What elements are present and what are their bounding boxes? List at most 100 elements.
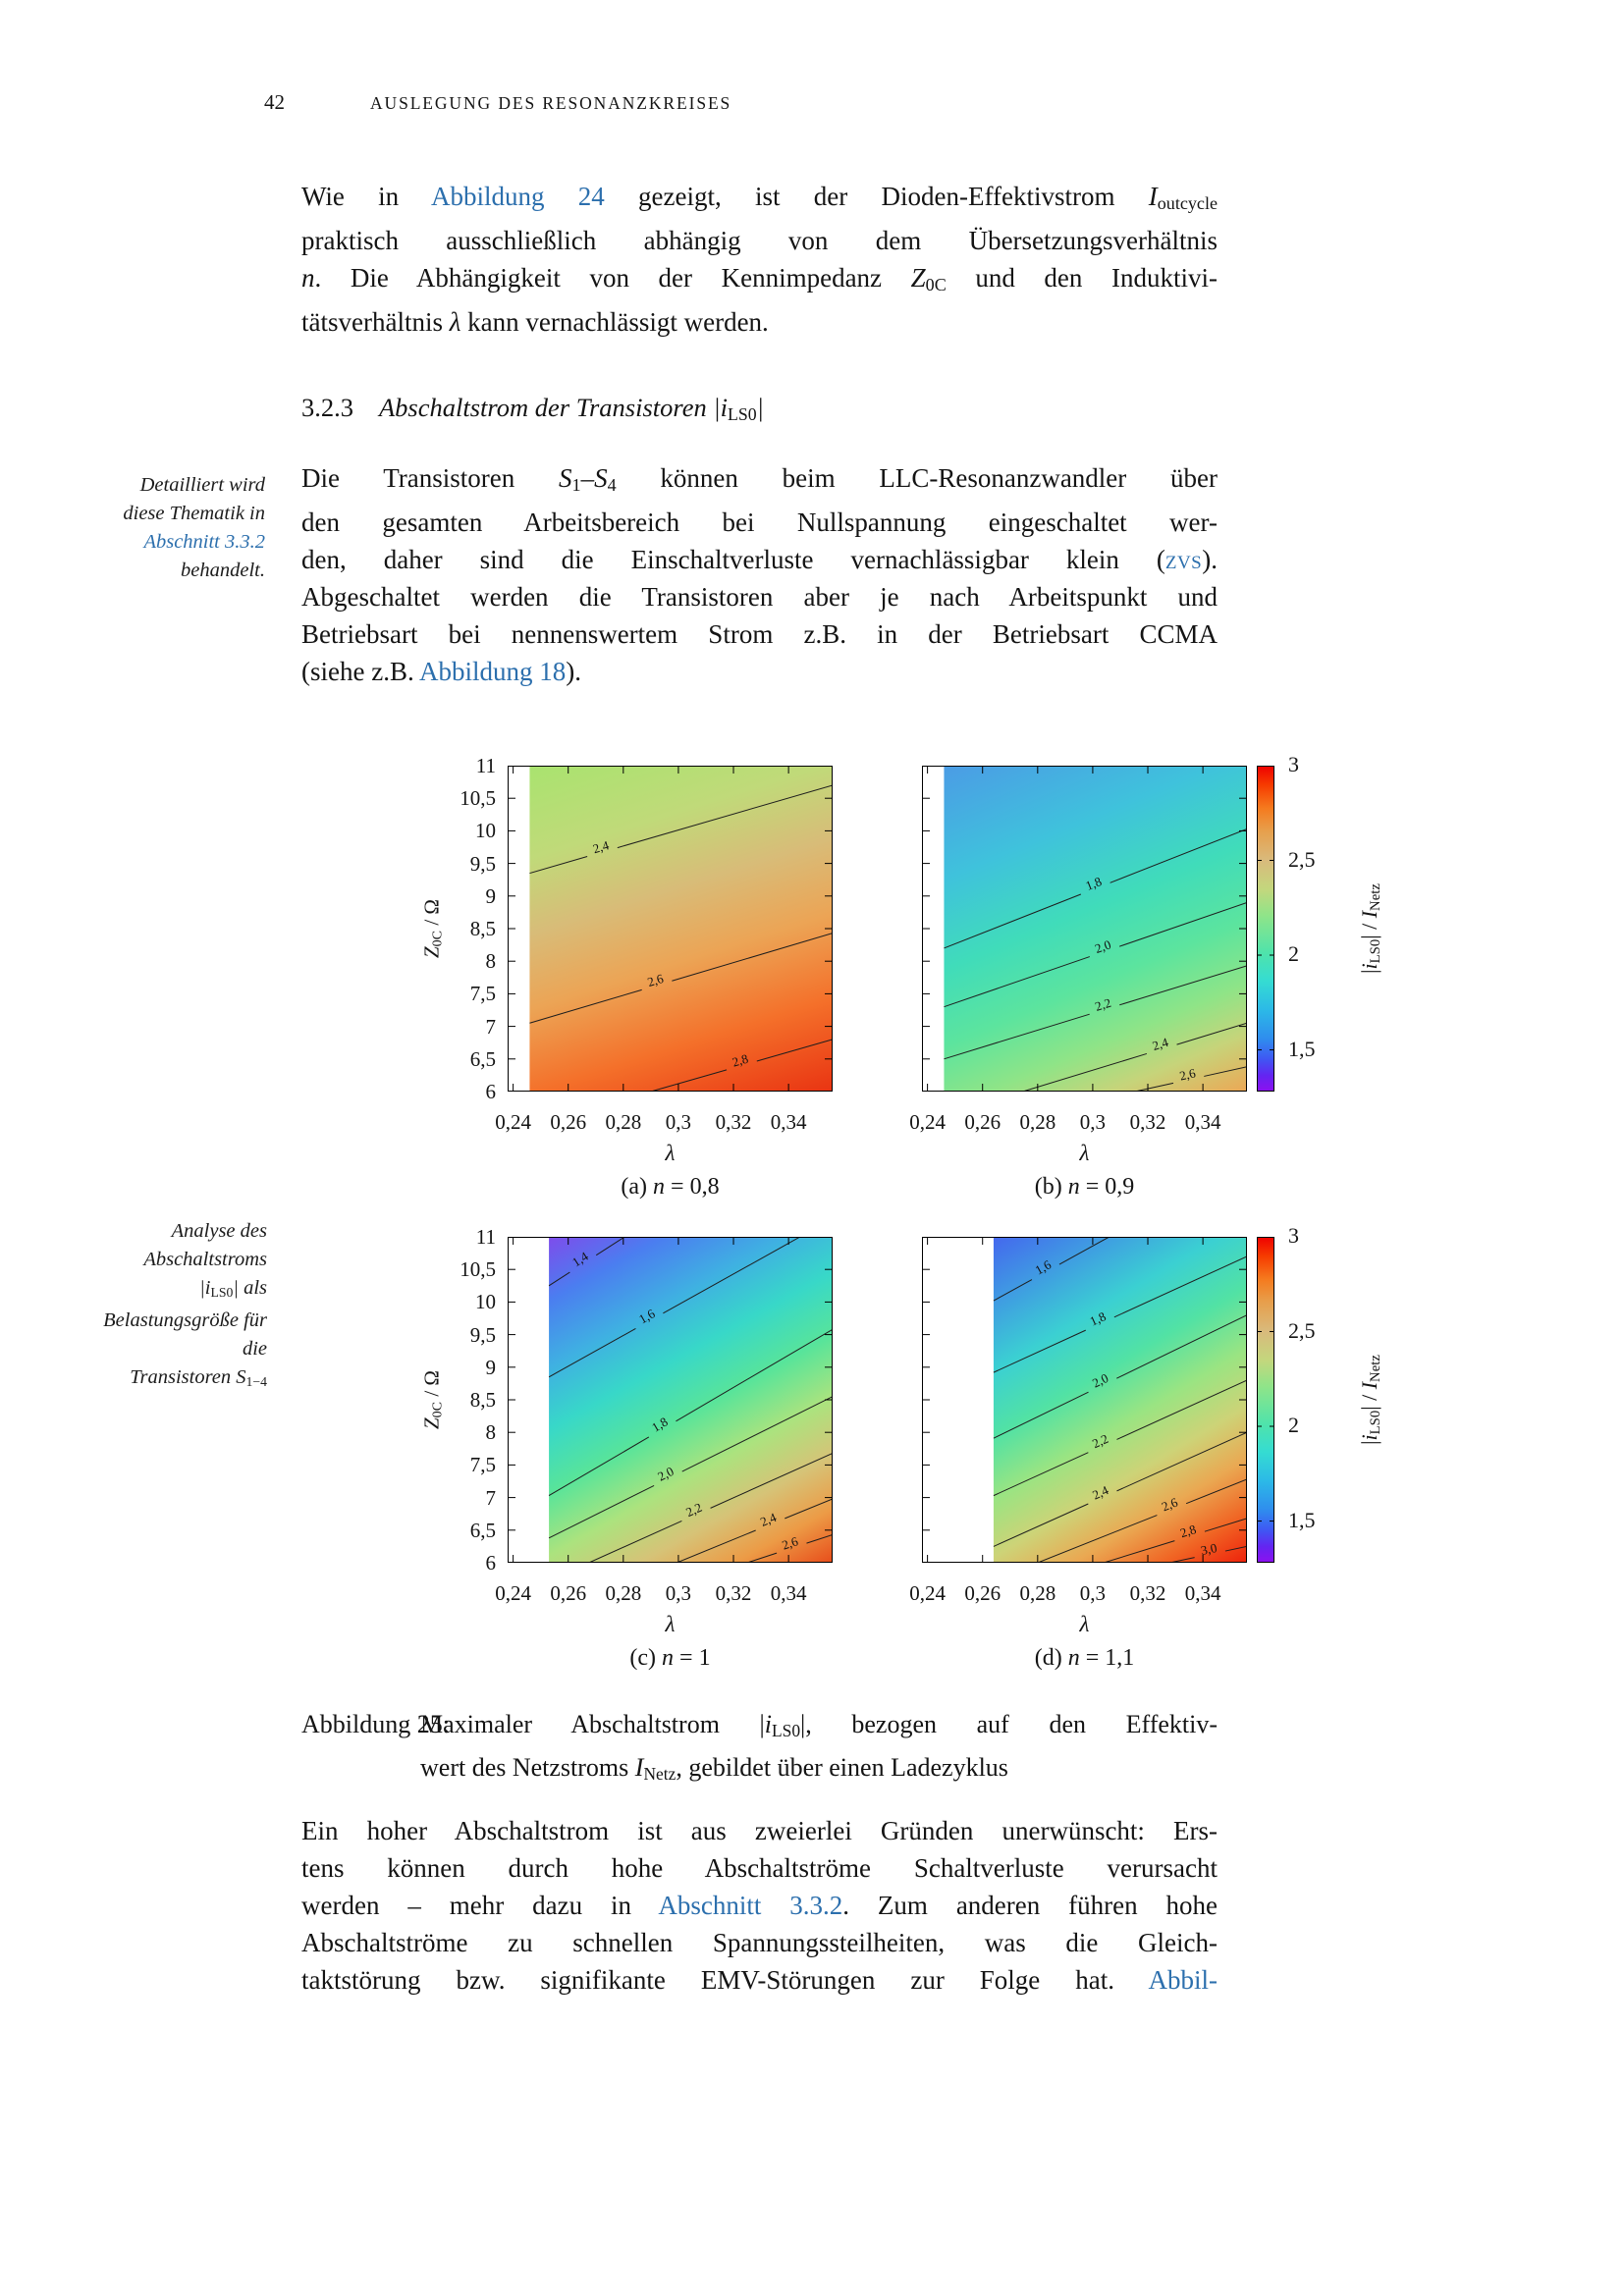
x-tick-label: 0,26 bbox=[964, 1110, 1001, 1134]
text-line: Die Transistoren S1–S4 können beim LLC-R… bbox=[301, 459, 1218, 504]
text-run: S bbox=[594, 463, 608, 493]
contour-label: 2,6 bbox=[1178, 1065, 1198, 1083]
y-tick-label: 9,5 bbox=[469, 851, 496, 876]
y-tick-label: 8 bbox=[485, 949, 497, 974]
y-tick-label: 8 bbox=[485, 1420, 497, 1445]
text-run: |i bbox=[199, 1277, 211, 1299]
cross-reference-link[interactable]: Abschnitt 3.3.2 bbox=[658, 1891, 843, 1920]
subplot-c-heatmap: 1,41,61,82,02,2 2,42,6 bbox=[508, 1237, 833, 1563]
text-run: Netz bbox=[643, 1763, 677, 1784]
y-tick-label: 9 bbox=[485, 883, 497, 908]
colorbar-tick-label: 1,5 bbox=[1288, 1507, 1316, 1532]
text-run: Analyse des bbox=[171, 1220, 267, 1242]
text-run: – bbox=[580, 463, 595, 493]
x-tick-label: 0,28 bbox=[605, 1581, 642, 1605]
paragraph-3: Ein hoher Abschaltstrom ist aus zweierle… bbox=[301, 1812, 1218, 1999]
text-run: Die Transistoren bbox=[301, 463, 560, 493]
x-tick-label: 0,24 bbox=[495, 1110, 531, 1134]
text-run: LS0 bbox=[1368, 1410, 1384, 1435]
x-tick-label: 0,3 bbox=[665, 1110, 692, 1134]
text-run: und den Induktivi- bbox=[946, 262, 1218, 293]
text-run: (b) bbox=[1034, 1174, 1068, 1200]
y-tick-label: 10 bbox=[475, 1290, 496, 1314]
contour-label: 2,2 bbox=[1093, 995, 1112, 1014]
x-tick-label: 0,34 bbox=[770, 1110, 807, 1134]
text-run: λ bbox=[665, 1612, 676, 1636]
contour-label: 2,4 bbox=[758, 1510, 779, 1529]
text-run: | bbox=[756, 393, 764, 422]
x-tick-label: 0,34 bbox=[770, 1581, 807, 1605]
x-axis-label: λ bbox=[922, 1141, 1247, 1166]
x-tick-label: 0,3 bbox=[665, 1581, 692, 1605]
text-line: den gesamten Arbeitsbereich bei Nullspan… bbox=[301, 504, 1218, 541]
text-run: praktisch ausschließlich abhängig von de… bbox=[301, 225, 1218, 255]
text-line: den, daher sind die Einschaltverluste ve… bbox=[301, 541, 1218, 578]
paragraph-2: Die Transistoren S1–S4 können beim LLC-R… bbox=[301, 459, 1218, 690]
colorbar bbox=[1257, 1237, 1274, 1563]
x-tick-label: 0,32 bbox=[715, 1581, 752, 1605]
y-tick-label: 6 bbox=[485, 1080, 497, 1103]
cross-reference-link[interactable]: Abbildung 24 bbox=[430, 182, 605, 211]
y-tick-label: 7,5 bbox=[469, 982, 496, 1006]
text-run: taktstörung bzw. signifikante EMV-Störun… bbox=[301, 1965, 1149, 1995]
text-run: λ bbox=[665, 1141, 676, 1165]
text-line: Ein hoher Abschaltstrom ist aus zweierle… bbox=[301, 1812, 1218, 1849]
text-run: Abschaltstrom der Transistoren |i bbox=[379, 393, 729, 422]
colorbar-tick-label: 2 bbox=[1288, 1413, 1299, 1438]
contour-label: 2,8 bbox=[1178, 1522, 1198, 1540]
text-line: Transistoren S1−4 bbox=[98, 1363, 267, 1396]
subplot-caption-b: (b) n = 0,9 bbox=[863, 1174, 1306, 1201]
x-tick-label: 0,3 bbox=[1079, 1581, 1107, 1605]
text-run: den, daher sind die Einschaltverluste ve… bbox=[301, 544, 1165, 574]
y-tick-label: 6 bbox=[485, 1551, 497, 1575]
y-tick-label: 7 bbox=[485, 1485, 497, 1510]
text-run: LS0 bbox=[210, 1285, 234, 1301]
text-run: outcycle bbox=[1157, 192, 1218, 213]
text-run: I bbox=[634, 1752, 644, 1782]
margin-note-2: Analyse des Abschaltstroms |iLS0| als Belas… bbox=[98, 1217, 267, 1396]
text-run: Netz bbox=[1368, 1355, 1384, 1382]
text-run: diese Thematik in bbox=[123, 503, 265, 524]
cross-reference-link[interactable]: Abschnitt 3.3.2 bbox=[143, 531, 265, 553]
text-run: (c) bbox=[629, 1645, 663, 1671]
text-run: λ bbox=[449, 306, 461, 337]
text-run: n bbox=[653, 1174, 666, 1200]
text-run: 4 bbox=[607, 474, 617, 495]
contour-label: 2,0 bbox=[655, 1464, 676, 1484]
contour-label: 1,8 bbox=[1088, 1308, 1109, 1328]
text-run: I bbox=[1356, 1381, 1381, 1390]
text-run: tätsverhältnis bbox=[301, 306, 450, 337]
x-tick-label: 0,24 bbox=[495, 1581, 531, 1605]
text-run: LS0 bbox=[772, 1720, 801, 1740]
subplot-a-heatmap: 2,4 2,6 2,8 bbox=[508, 766, 833, 1092]
x-tick-label: 0,3 bbox=[1079, 1110, 1107, 1134]
text-run: = 0,9 bbox=[1079, 1174, 1135, 1200]
text-run: = 0,8 bbox=[665, 1174, 720, 1200]
contour-label: 1,8 bbox=[1083, 874, 1104, 893]
text-line: Belastungsgröße für bbox=[98, 1307, 267, 1335]
text-run: 1 bbox=[571, 474, 581, 495]
y-tick-label: 8,5 bbox=[469, 1388, 496, 1412]
x-tick-label: 0,26 bbox=[964, 1581, 1001, 1605]
text-run: λ bbox=[1079, 1612, 1090, 1636]
cross-reference-link[interactable]: Abbildung 18 bbox=[418, 656, 567, 686]
y-tick-label: 11 bbox=[475, 1225, 496, 1249]
x-tick-label: 0,34 bbox=[1184, 1581, 1221, 1605]
text-run: Maximaler Abschaltstrom | bbox=[420, 1710, 765, 1738]
colorbar-tick-label: 3 bbox=[1288, 752, 1299, 776]
text-line: behandelt. bbox=[104, 557, 265, 585]
page-number: 42 bbox=[264, 90, 285, 114]
cross-reference-link[interactable]: Abbil- bbox=[1148, 1965, 1218, 1995]
text-run: . Zum anderen führen hohe bbox=[842, 1891, 1218, 1920]
text-run: I bbox=[1356, 910, 1381, 919]
colorbar-axis-label: |iLS0| / INetz bbox=[1357, 883, 1384, 974]
text-run: / Ω bbox=[419, 1369, 444, 1402]
figure-caption-text: Maximaler Abschaltstrom |iLS0|, bezogen … bbox=[420, 1706, 1218, 1792]
cross-reference-link[interactable]: ZVS bbox=[1164, 544, 1203, 574]
text-line: praktisch ausschließlich abhängig von de… bbox=[301, 222, 1218, 259]
text-line: Abschaltströme zu schnellen Spannungsste… bbox=[301, 1924, 1218, 1961]
x-tick-label: 0,28 bbox=[1019, 1110, 1056, 1134]
contour-label: 2,4 bbox=[1090, 1482, 1110, 1503]
text-line: Maximaler Abschaltstrom |iLS0|, bezogen … bbox=[420, 1706, 1218, 1749]
subplot-b-heatmap: 1,8 2,0 2,2 2,4 2,6 bbox=[922, 766, 1247, 1092]
